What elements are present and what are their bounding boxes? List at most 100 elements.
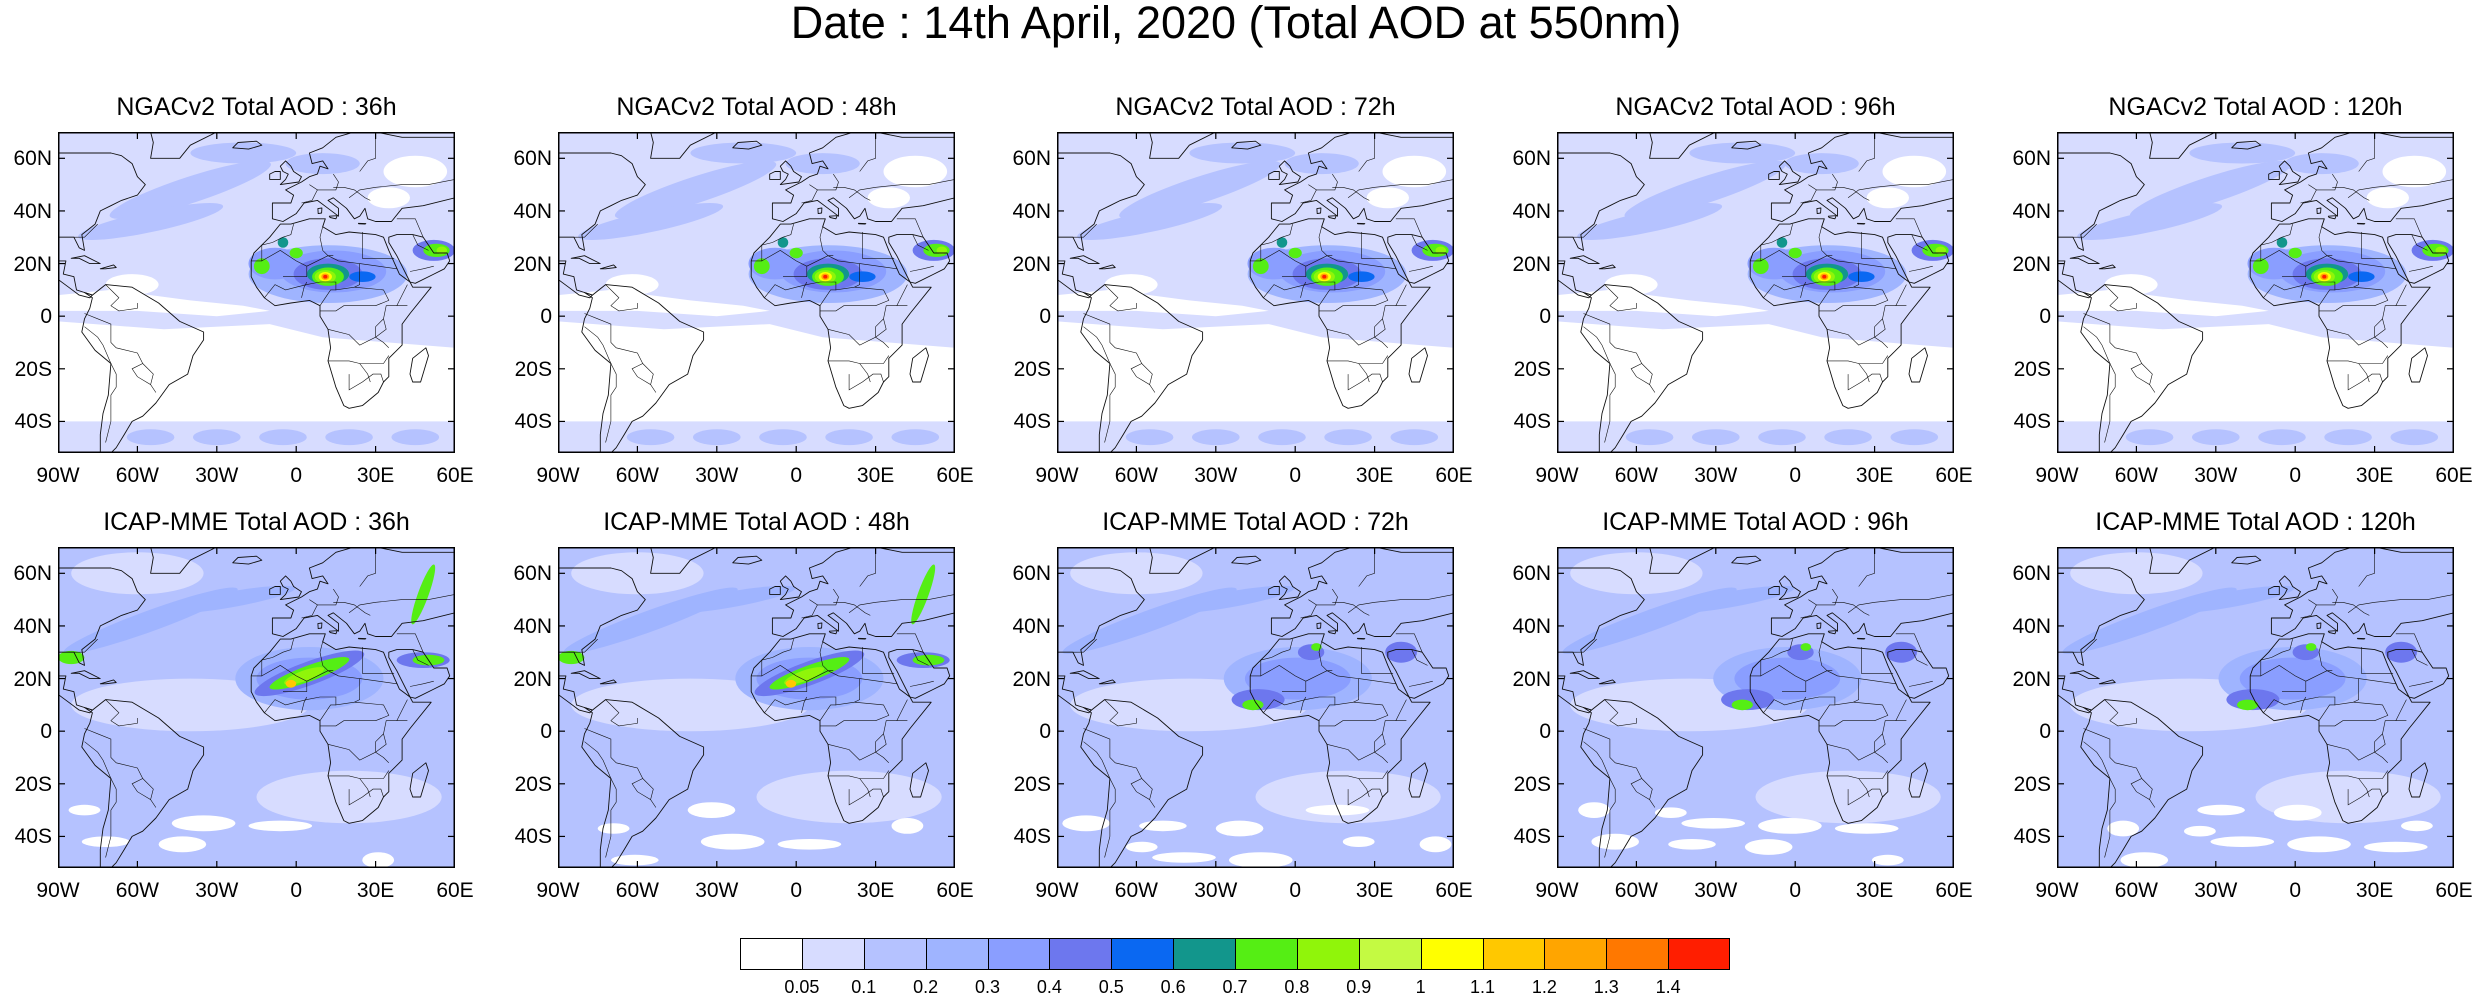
lon-label: 30W bbox=[1676, 465, 1756, 486]
lat-label: 40N bbox=[1501, 201, 1551, 222]
lon-label: 60W bbox=[597, 880, 677, 901]
aod-clean-patch bbox=[1655, 807, 1687, 818]
lon-label: 60W bbox=[97, 880, 177, 901]
lon-label: 90W bbox=[2017, 880, 2097, 901]
lat-label: 0 bbox=[1501, 306, 1551, 327]
coastline-crete bbox=[858, 223, 865, 224]
lat-label: 40N bbox=[1501, 616, 1551, 637]
lat-label: 20N bbox=[502, 254, 552, 275]
lon-label: 60E bbox=[415, 465, 495, 486]
aod-clean-region bbox=[1605, 274, 1658, 295]
aod-clean-patch bbox=[1745, 839, 1793, 855]
lat-label: 60N bbox=[2, 563, 52, 584]
aod-clean-patch bbox=[1062, 815, 1110, 831]
colorbar-label: 1.3 bbox=[1576, 978, 1636, 996]
lat-label: 20S bbox=[2001, 359, 2051, 380]
colorbar-label: 0.1 bbox=[834, 978, 894, 996]
lon-label: 30W bbox=[177, 465, 257, 486]
aod-streak bbox=[693, 429, 741, 445]
aod-plume bbox=[558, 651, 584, 664]
lon-label: 60E bbox=[415, 880, 495, 901]
lat-label: 20S bbox=[502, 359, 552, 380]
lat-label: 60N bbox=[2001, 148, 2051, 169]
lat-label: 20S bbox=[2, 774, 52, 795]
lat-label: 0 bbox=[2001, 306, 2051, 327]
lat-label: 20S bbox=[2, 359, 52, 380]
aod-streak bbox=[1891, 429, 1939, 445]
aod-clean-patch bbox=[2274, 805, 2322, 821]
aod-plume bbox=[1848, 271, 1874, 282]
colorbar-swatch bbox=[1421, 938, 1483, 970]
aod-plume bbox=[2385, 642, 2417, 663]
aod-band bbox=[1189, 143, 1295, 164]
aod-map-icap-mme-48h bbox=[558, 547, 955, 868]
aod-clean-patch bbox=[1758, 818, 1822, 834]
aod-clean-patch bbox=[69, 805, 101, 816]
colorbar-swatch bbox=[988, 938, 1050, 970]
aod-streak bbox=[127, 429, 175, 445]
aod-map-ngacv2-48h bbox=[558, 132, 955, 453]
colorbar-swatch bbox=[926, 938, 988, 970]
aod-map-icap-mme-72h bbox=[1057, 547, 1454, 868]
aod-plume bbox=[1789, 248, 1802, 259]
colorbar-label: 0.8 bbox=[1267, 978, 1327, 996]
lon-label: 0 bbox=[2255, 880, 2335, 901]
aod-plume bbox=[1732, 700, 1753, 711]
lat-label: 20N bbox=[502, 669, 552, 690]
aod-streak bbox=[1391, 429, 1439, 445]
coastline-crete bbox=[358, 223, 365, 224]
colorbar-swatch bbox=[1049, 938, 1111, 970]
lon-label: 30W bbox=[1176, 465, 1256, 486]
aod-clean-region bbox=[1367, 187, 1409, 208]
lon-label: 90W bbox=[518, 465, 598, 486]
lat-label: 40S bbox=[2, 411, 52, 432]
aod-clean-patch bbox=[1216, 821, 1264, 837]
lon-label: 60E bbox=[915, 880, 995, 901]
lon-label: 30W bbox=[2176, 880, 2256, 901]
colorbar-label: 1.1 bbox=[1453, 978, 1513, 996]
aod-plume bbox=[290, 248, 303, 259]
aod-clean-patch bbox=[2211, 836, 2275, 847]
lon-label: 60W bbox=[597, 465, 677, 486]
colorbar-label: 0.5 bbox=[1081, 978, 1141, 996]
aod-map-ngacv2-72h bbox=[1057, 132, 1454, 453]
aod-streak bbox=[392, 429, 440, 445]
aod-plume bbox=[1801, 643, 1812, 651]
lat-label: 40N bbox=[502, 201, 552, 222]
aod-plume bbox=[349, 271, 375, 282]
lon-label: 0 bbox=[256, 880, 336, 901]
panel-title: ICAP-MME Total AOD : 72h bbox=[1006, 510, 1506, 535]
lat-label: 40N bbox=[1001, 616, 1051, 637]
aod-plume bbox=[58, 651, 84, 664]
aod-band bbox=[1689, 143, 1795, 164]
lat-label: 20N bbox=[2, 669, 52, 690]
aod-clean-patch bbox=[1126, 842, 1158, 853]
lat-label: 40S bbox=[1501, 826, 1551, 847]
aod-band bbox=[690, 143, 796, 164]
lon-label: 30E bbox=[2335, 880, 2415, 901]
lon-label: 90W bbox=[18, 880, 98, 901]
lat-label: 20S bbox=[1001, 359, 1051, 380]
aod-streak bbox=[825, 429, 873, 445]
aod-clean-patch bbox=[362, 852, 394, 868]
aod-plume bbox=[2348, 271, 2374, 282]
lon-label: 60E bbox=[1914, 465, 1994, 486]
lat-label: 60N bbox=[1501, 148, 1551, 169]
aod-region bbox=[1070, 552, 1202, 594]
aod-clean-patch bbox=[1681, 818, 1745, 829]
aod-clean-patch bbox=[82, 836, 130, 847]
aod-plume bbox=[823, 275, 827, 279]
lat-label: 40S bbox=[2001, 826, 2051, 847]
lat-label: 60N bbox=[1001, 563, 1051, 584]
aod-streak bbox=[1324, 429, 1372, 445]
aod-clean-patch bbox=[1306, 805, 1370, 816]
lat-label: 20N bbox=[1501, 254, 1551, 275]
aod-clean-region bbox=[1867, 187, 1909, 208]
aod-region bbox=[1570, 552, 1702, 594]
lon-label: 60E bbox=[1414, 465, 1494, 486]
aod-plume bbox=[786, 680, 797, 688]
lon-label: 60W bbox=[1596, 465, 1676, 486]
aod-band bbox=[2189, 143, 2295, 164]
panel-title: NGACv2 Total AOD : 120h bbox=[2006, 95, 2472, 120]
